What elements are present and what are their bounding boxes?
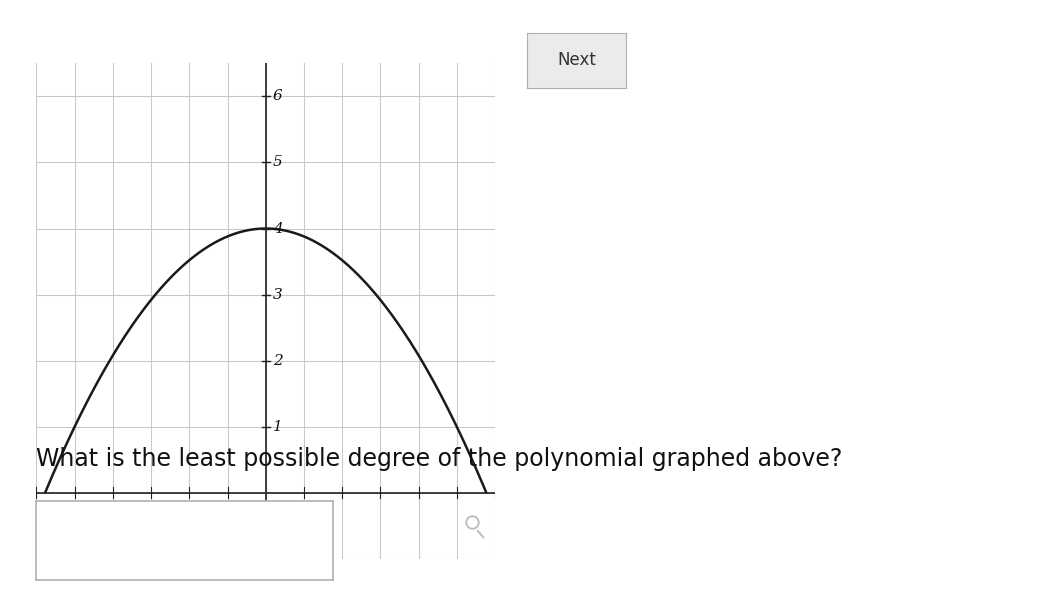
Text: Next: Next xyxy=(557,51,596,69)
Text: 4: 4 xyxy=(273,222,282,236)
Text: 2: 2 xyxy=(273,353,282,368)
Text: 5: 5 xyxy=(273,155,282,170)
Text: 6: 6 xyxy=(273,89,282,103)
Text: What is the least possible degree of the polynomial graphed above?: What is the least possible degree of the… xyxy=(36,447,843,471)
Text: 1: 1 xyxy=(273,420,282,434)
Text: 3: 3 xyxy=(273,288,282,301)
